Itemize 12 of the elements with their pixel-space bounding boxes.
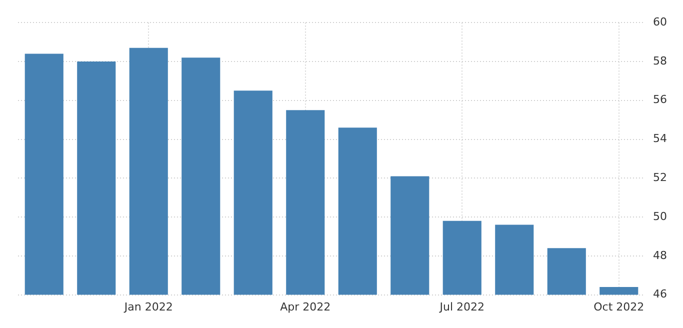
y-tick-label: 46 bbox=[653, 288, 668, 301]
y-tick-label: 58 bbox=[653, 54, 668, 68]
y-tick-label: 54 bbox=[653, 132, 668, 146]
x-tick-label: Jul 2022 bbox=[438, 300, 485, 314]
y-tick-label: 56 bbox=[653, 93, 668, 106]
x-tick-label: Apr 2022 bbox=[280, 300, 331, 314]
y-tick-label: 48 bbox=[653, 248, 668, 262]
x-tick-label: Jan 2022 bbox=[123, 300, 173, 314]
y-tick-label: 52 bbox=[653, 171, 668, 184]
y-tick-label: 60 bbox=[653, 15, 668, 28]
x-tick-label: Oct 2022 bbox=[594, 300, 644, 314]
y-tick-label: 50 bbox=[653, 210, 668, 223]
